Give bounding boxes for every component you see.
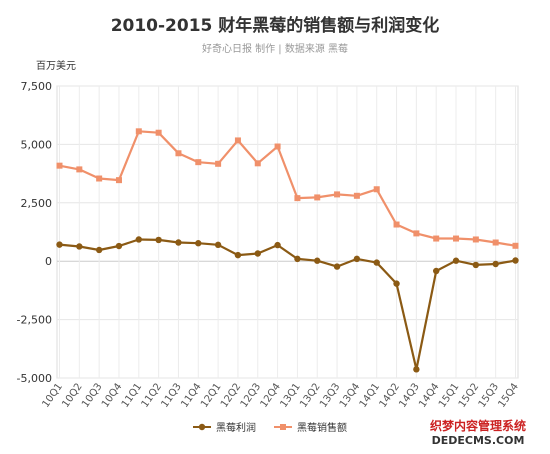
data-point bbox=[195, 240, 202, 247]
data-point bbox=[393, 221, 400, 228]
x-tick-label: 10Q3 bbox=[80, 381, 104, 409]
series-line bbox=[59, 130, 516, 247]
chart-subtitle: 好奇心日报 制作 | 数据来源 黑莓 bbox=[202, 42, 348, 55]
x-tick-label: 12Q3 bbox=[239, 381, 263, 409]
x-tick-label: 13Q1 bbox=[278, 381, 302, 409]
x-tick-label: 15Q2 bbox=[457, 381, 481, 409]
data-point bbox=[433, 235, 440, 242]
y-tick-label: 2,500 bbox=[21, 197, 53, 210]
x-tick-label: 10Q4 bbox=[100, 381, 124, 409]
x-tick-label: 10Q2 bbox=[60, 381, 84, 409]
legend-label: 黑莓利润 bbox=[216, 421, 256, 434]
data-point bbox=[432, 267, 440, 275]
y-tick-label: 7,500 bbox=[21, 80, 53, 93]
data-point bbox=[135, 236, 143, 243]
data-point bbox=[353, 192, 360, 199]
data-point bbox=[472, 236, 479, 243]
data-point bbox=[195, 159, 202, 166]
data-point bbox=[413, 230, 420, 237]
x-tick-label: 14Q1 bbox=[358, 381, 382, 409]
y-tick-label: -2,500 bbox=[17, 314, 52, 327]
data-point bbox=[234, 251, 242, 259]
data-point bbox=[175, 239, 182, 246]
data-point bbox=[115, 177, 122, 184]
x-tick-label: 11Q2 bbox=[140, 381, 164, 409]
data-point bbox=[334, 191, 341, 198]
data-point bbox=[452, 257, 460, 264]
data-point bbox=[512, 242, 519, 249]
data-point bbox=[115, 242, 123, 250]
data-point bbox=[492, 239, 499, 246]
data-point bbox=[135, 128, 142, 135]
x-tick-label: 12Q2 bbox=[219, 381, 243, 409]
data-point bbox=[155, 236, 162, 244]
x-tick-label: 11Q3 bbox=[159, 381, 183, 409]
data-point bbox=[56, 241, 63, 248]
data-point bbox=[155, 129, 162, 136]
x-tick-label: 14Q4 bbox=[417, 381, 441, 409]
legend-marker bbox=[198, 423, 206, 431]
watermark-line1: 织梦内容管理系统 bbox=[430, 418, 526, 433]
data-point bbox=[254, 160, 261, 167]
data-point bbox=[294, 195, 301, 202]
data-point bbox=[96, 175, 103, 182]
data-point bbox=[274, 241, 281, 249]
x-tick-label: 12Q1 bbox=[199, 381, 223, 409]
data-point bbox=[76, 166, 83, 173]
data-point bbox=[453, 235, 460, 242]
data-point bbox=[294, 255, 301, 263]
data-point bbox=[215, 160, 222, 167]
x-tick-label: 11Q1 bbox=[120, 381, 144, 409]
data-point bbox=[373, 259, 380, 266]
data-point bbox=[373, 186, 380, 193]
data-point bbox=[314, 194, 321, 201]
y-tick-label: 0 bbox=[45, 255, 52, 268]
x-tick-label: 10Q1 bbox=[40, 381, 64, 409]
plot-frame bbox=[56, 85, 519, 379]
data-point bbox=[274, 143, 281, 150]
data-point bbox=[175, 150, 182, 157]
data-point bbox=[76, 243, 83, 250]
data-point bbox=[512, 257, 519, 264]
data-point bbox=[353, 255, 361, 263]
legend-label: 黑莓销售额 bbox=[297, 421, 347, 434]
series-line bbox=[59, 238, 516, 371]
data-point bbox=[472, 261, 480, 269]
data-point bbox=[95, 246, 103, 254]
data-point bbox=[413, 366, 420, 373]
data-point bbox=[393, 280, 400, 287]
x-tick-label: 11Q4 bbox=[179, 381, 203, 409]
unit-label: 百万美元 bbox=[36, 59, 76, 72]
x-tick-label: 15Q3 bbox=[477, 381, 501, 409]
x-tick-label: 15Q1 bbox=[437, 381, 461, 409]
data-point bbox=[492, 260, 499, 268]
x-tick-label: 14Q2 bbox=[378, 381, 402, 409]
legend: 黑莓利润 黑莓销售额 bbox=[193, 421, 347, 434]
x-tick-label: 13Q2 bbox=[298, 381, 322, 409]
data-point bbox=[333, 263, 341, 270]
x-axis: 10Q110Q210Q310Q411Q111Q211Q311Q412Q112Q2… bbox=[40, 381, 520, 409]
chart-title: 2010-2015 财年黑莓的销售额与利润变化 bbox=[111, 15, 440, 36]
y-axis: 7,500 5,000 2,500 0 -2,500 -5,000 bbox=[17, 80, 52, 385]
grid bbox=[56, 85, 519, 379]
data-point bbox=[214, 241, 222, 249]
x-tick-label: 13Q4 bbox=[338, 381, 362, 409]
data-point bbox=[314, 257, 321, 264]
data-point bbox=[56, 162, 63, 169]
legend-marker bbox=[280, 424, 286, 430]
x-tick-label: 14Q3 bbox=[397, 381, 421, 409]
data-point bbox=[234, 137, 241, 144]
x-tick-label: 15Q4 bbox=[496, 381, 520, 409]
x-tick-label: 13Q3 bbox=[318, 381, 342, 409]
y-tick-label: -5,000 bbox=[17, 372, 52, 385]
watermark-line2: DEDECMS.COM bbox=[432, 434, 525, 447]
y-tick-label: 5,000 bbox=[21, 138, 53, 151]
series-group bbox=[56, 128, 519, 373]
data-point bbox=[254, 250, 261, 257]
x-tick-label: 12Q4 bbox=[259, 381, 283, 409]
